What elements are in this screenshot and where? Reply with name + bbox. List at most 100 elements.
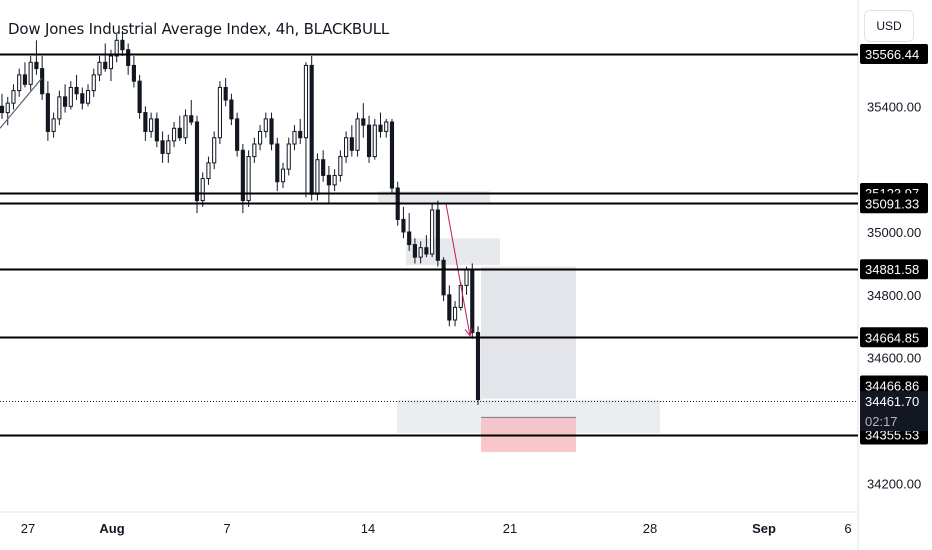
- candle-body: [229, 99, 234, 120]
- candle-body: [28, 61, 33, 85]
- candle-body: [0, 105, 5, 114]
- shaded-zone-2: [481, 266, 576, 399]
- candle-body: [154, 118, 159, 142]
- candle-body: [57, 96, 62, 120]
- candle-body: [321, 159, 326, 176]
- level-label-3-text: 34881.58: [865, 262, 919, 277]
- candle-body: [45, 93, 50, 132]
- candle-body: [120, 39, 125, 51]
- candle-body: [361, 118, 366, 126]
- candle-body: [114, 39, 119, 57]
- candle-body: [378, 124, 383, 132]
- candle-body: [418, 247, 423, 258]
- candle-body: [51, 118, 56, 132]
- candle-body: [97, 61, 102, 76]
- candle-body: [160, 140, 165, 154]
- candle-body: [286, 143, 291, 170]
- candle-body: [108, 55, 114, 70]
- candle-body: [441, 259, 446, 296]
- candle-body: [412, 244, 417, 258]
- candle-body: [74, 86, 79, 95]
- candle-body: [263, 118, 268, 132]
- candle-body: [183, 115, 188, 139]
- candle-body: [430, 209, 435, 255]
- chart-title: Dow Jones Industrial Average Index, 4h, …: [8, 20, 390, 38]
- candle-body: [435, 209, 440, 261]
- candle-body: [189, 115, 194, 123]
- candle-body: [137, 80, 142, 114]
- last-price-text: 34461.70: [865, 394, 919, 409]
- y-tick-label: 34200.00: [867, 476, 921, 491]
- candle-body: [298, 130, 303, 139]
- candle-body: [269, 118, 274, 145]
- candle-body: [126, 49, 131, 66]
- candle-body: [292, 130, 297, 145]
- shaded-zone-0: [378, 191, 490, 203]
- candle-body: [17, 74, 22, 92]
- level-label-5-text: 34355.53: [865, 428, 919, 443]
- current-price-label-text: 34466.86: [865, 379, 919, 394]
- x-tick-label: 27: [21, 521, 35, 536]
- last-price-box: [860, 391, 928, 432]
- candle-body: [200, 178, 205, 202]
- candle-body: [235, 118, 240, 151]
- candle-body: [194, 121, 200, 202]
- y-tick-label: 34600.00: [867, 351, 921, 366]
- candle-body: [34, 61, 39, 70]
- candle-body: [5, 102, 10, 114]
- x-tick-label: Aug: [99, 521, 124, 536]
- current-price-label-box: [860, 375, 928, 396]
- arrow-head: [464, 327, 473, 337]
- candle-body: [349, 137, 354, 151]
- candle-body: [332, 174, 337, 186]
- x-tick-label: 28: [643, 521, 657, 536]
- x-tick-label: Sep: [752, 521, 776, 536]
- candle-body: [303, 64, 309, 139]
- candle-body: [315, 159, 320, 195]
- currency-button[interactable]: USD: [864, 10, 914, 42]
- candle-body: [344, 137, 349, 158]
- candle-body: [470, 269, 475, 334]
- candle-body: [171, 127, 177, 142]
- candle-body: [103, 61, 108, 70]
- candle-body: [63, 96, 68, 107]
- candle-body: [355, 118, 360, 151]
- y-tick-label: 35400.00: [867, 99, 921, 114]
- candle-body: [338, 156, 343, 176]
- x-tick-label: 14: [361, 521, 375, 536]
- candle-body: [11, 90, 16, 104]
- level-label-2-text: 35091.33: [865, 196, 919, 211]
- candle-body: [280, 168, 286, 183]
- candle-body: [401, 218, 406, 233]
- candle-body: [275, 143, 280, 183]
- x-tick-label: 7: [223, 521, 230, 536]
- x-tick-label: 6: [844, 521, 851, 536]
- candle-body: [166, 140, 171, 154]
- x-tick-label: 21: [503, 521, 517, 536]
- candle-body: [366, 124, 372, 158]
- level-label-2-box: [860, 193, 928, 214]
- candle-body: [68, 86, 73, 107]
- candle-body: [372, 124, 377, 158]
- y-tick-label: 35000.00: [867, 225, 921, 240]
- candle-body: [447, 294, 452, 321]
- countdown-text: 02:17: [865, 414, 898, 429]
- candle-body: [223, 86, 228, 101]
- candle-body: [22, 74, 28, 85]
- trend-line: [0, 77, 43, 129]
- candle-body: [40, 68, 45, 95]
- candle-body: [407, 231, 412, 246]
- level-label-4-text: 34664.85: [865, 330, 919, 345]
- candle-body: [149, 118, 154, 132]
- candle-body: [424, 247, 429, 255]
- candle-body: [131, 64, 136, 82]
- candle-body: [326, 174, 331, 186]
- level-label-3-box: [860, 259, 928, 280]
- candle-body: [309, 64, 314, 195]
- candle-body: [257, 130, 263, 145]
- candle-body: [475, 332, 481, 401]
- candle-body: [212, 137, 217, 164]
- candle-body: [177, 127, 182, 139]
- candle-body: [206, 162, 211, 180]
